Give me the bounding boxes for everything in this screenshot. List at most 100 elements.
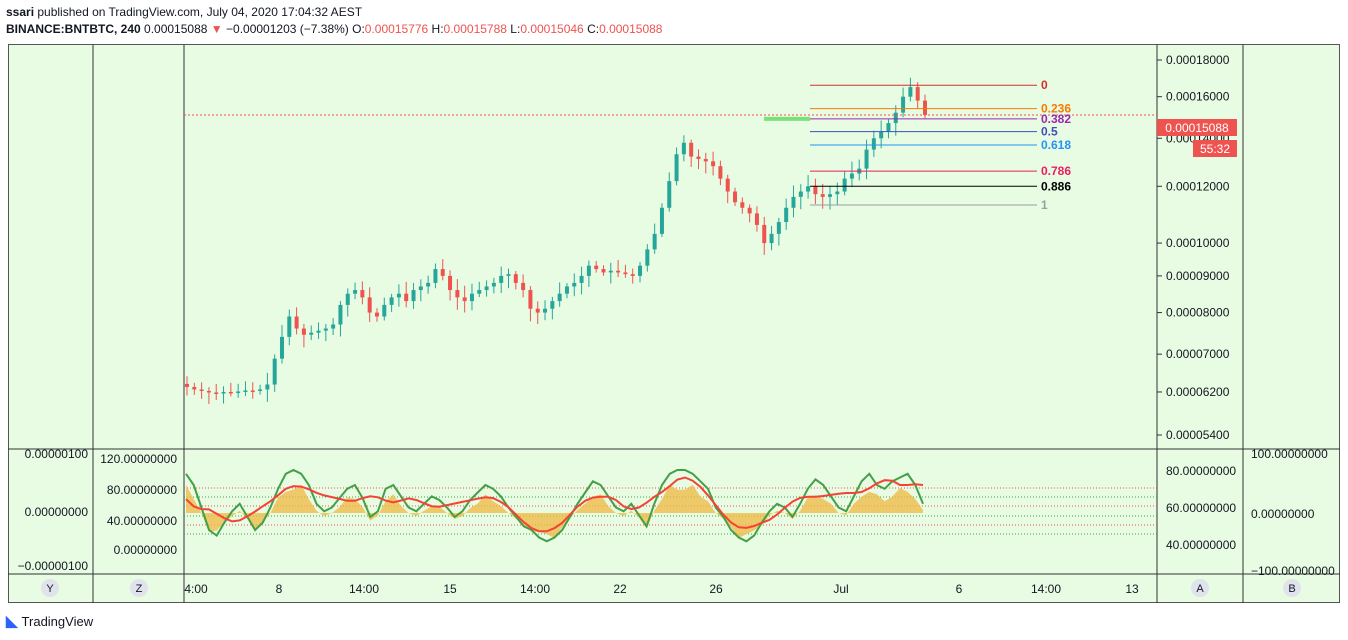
candle-body (331, 324, 336, 329)
price-change: −0.00001203 (−7.38%) (226, 22, 349, 36)
open-label: O: (352, 22, 365, 36)
candle-body (499, 275, 504, 283)
x-tick-label: 14:00 (349, 582, 379, 596)
candle-body (404, 293, 409, 302)
candle-body (338, 304, 343, 325)
countdown-text: 55:32 (1200, 142, 1230, 156)
candle-body (557, 293, 562, 302)
candle-body (250, 390, 255, 392)
fib-level-label: 0.886 (1041, 179, 1071, 193)
candle-body (813, 186, 818, 195)
scale-label-text: Y (46, 583, 54, 595)
candle-body (616, 270, 621, 273)
candle-body (279, 336, 284, 359)
scale-label-circle[interactable] (130, 579, 148, 597)
osc-right-tick: 40.00000000 (1166, 538, 1236, 552)
candle-body (513, 274, 518, 283)
fib-level-label: 0.5 (1041, 125, 1058, 139)
candle-body (630, 274, 635, 276)
candle-body (623, 272, 628, 275)
y-tick-label: 0.00007000 (1166, 347, 1230, 361)
osc-inner-tick: 40.00000000 (107, 514, 177, 528)
candle-body (791, 196, 796, 208)
candle-body (206, 390, 211, 393)
fib-level-label: 0.382 (1041, 112, 1071, 126)
y-tick-label: 0.00009000 (1166, 269, 1230, 283)
candle-body (294, 316, 299, 329)
candle-body (199, 389, 204, 391)
footer-brand[interactable]: ◣ TradingView (6, 612, 93, 630)
candle-body (652, 233, 657, 250)
candle-body (236, 391, 241, 393)
candle-body (674, 154, 679, 182)
x-tick-label: 15 (443, 582, 457, 596)
candle-body (550, 301, 555, 309)
x-tick-label: 14:00 (1031, 582, 1061, 596)
candle-body (886, 123, 891, 132)
candle-body (564, 286, 569, 294)
candle-body (725, 178, 730, 192)
candle-body (185, 383, 189, 387)
candle-body (374, 312, 379, 317)
candle-body (711, 161, 716, 167)
candle-body (418, 286, 423, 291)
scale-label-circle[interactable] (1191, 579, 1209, 597)
y-tick-label: 0.00018000 (1166, 53, 1230, 67)
osc-inner-tick: 0.00000000 (114, 543, 178, 557)
open-value: 0.00015776 (364, 22, 429, 36)
y-tick-label: 0.00016000 (1166, 90, 1230, 104)
down-arrow-icon: ▼ (210, 22, 223, 36)
candle-body (754, 213, 759, 225)
osc-far-right-tick: 0.00000000 (1251, 507, 1315, 521)
candle-body (769, 233, 774, 244)
fib-level-label: 0.786 (1041, 164, 1071, 178)
osc-left-tick: −0.00000100 (18, 559, 89, 573)
fib-level-label: 0 (1041, 78, 1048, 92)
ohlc-legend: BINANCE:BNTBTC, 240 0.00015088 ▼ −0.0000… (6, 22, 662, 36)
candle-body (440, 269, 445, 276)
candle-body (258, 389, 263, 391)
published-text: published on TradingView.com, July 04, 2… (34, 5, 363, 19)
osc-right-tick: 60.00000000 (1166, 501, 1236, 515)
scale-label-circle[interactable] (41, 579, 59, 597)
candle-body (784, 207, 789, 223)
candle-body (608, 270, 613, 273)
fib-level-label: 0.236 (1041, 102, 1071, 116)
x-tick-label: 6 (956, 582, 963, 596)
oscillator-area (186, 484, 923, 538)
candle-body (696, 156, 701, 159)
x-tick-label: 4:00 (184, 582, 208, 596)
candle-body (806, 186, 811, 192)
y-tick-label: 0.00008000 (1166, 306, 1230, 320)
candle-body (733, 191, 738, 203)
osc-right-tick: 80.00000000 (1166, 464, 1236, 478)
high-label: H: (431, 22, 444, 36)
tradingview-logo-icon: ◣ (6, 613, 18, 630)
candle-body (448, 275, 453, 291)
candle-body (367, 297, 372, 313)
close-value: 0.00015088 (599, 22, 663, 36)
symbol-title: BINANCE:BNTBTC, 240 (6, 22, 141, 36)
osc-far-right-tick: 100.00000000 (1251, 447, 1328, 461)
candle-body (594, 265, 599, 270)
oscillator-group (184, 468, 1157, 543)
y-tick-label: 0.00010000 (1166, 236, 1230, 250)
candle-body (543, 308, 548, 313)
candle-body (323, 328, 328, 331)
osc-left-tick: 0.00000100 (25, 447, 89, 461)
candle-body (221, 391, 226, 394)
candle-body (689, 142, 694, 157)
candle-body (272, 358, 277, 385)
candle-body (426, 282, 431, 287)
candle-body (382, 304, 387, 317)
candle-body (287, 316, 292, 337)
candle-body (411, 290, 416, 302)
scale-label-circle[interactable] (1283, 579, 1301, 597)
osc-inner-tick: 80.00000000 (107, 483, 177, 497)
candle-body (601, 269, 606, 273)
candle-body (871, 138, 876, 150)
publisher-name[interactable]: ssari (6, 5, 35, 19)
candle-body (484, 286, 489, 291)
candle-body (477, 290, 482, 294)
